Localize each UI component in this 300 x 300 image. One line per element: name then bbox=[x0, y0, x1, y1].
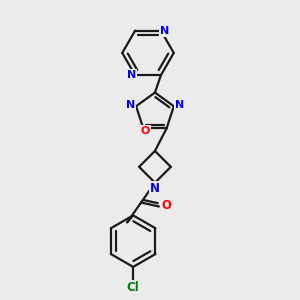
Text: N: N bbox=[150, 182, 160, 195]
Text: O: O bbox=[162, 199, 172, 212]
Text: O: O bbox=[141, 126, 150, 136]
Text: N: N bbox=[160, 26, 170, 36]
Text: Cl: Cl bbox=[127, 281, 140, 294]
Text: N: N bbox=[125, 100, 135, 110]
Text: N: N bbox=[175, 100, 184, 110]
Text: N: N bbox=[127, 70, 136, 80]
